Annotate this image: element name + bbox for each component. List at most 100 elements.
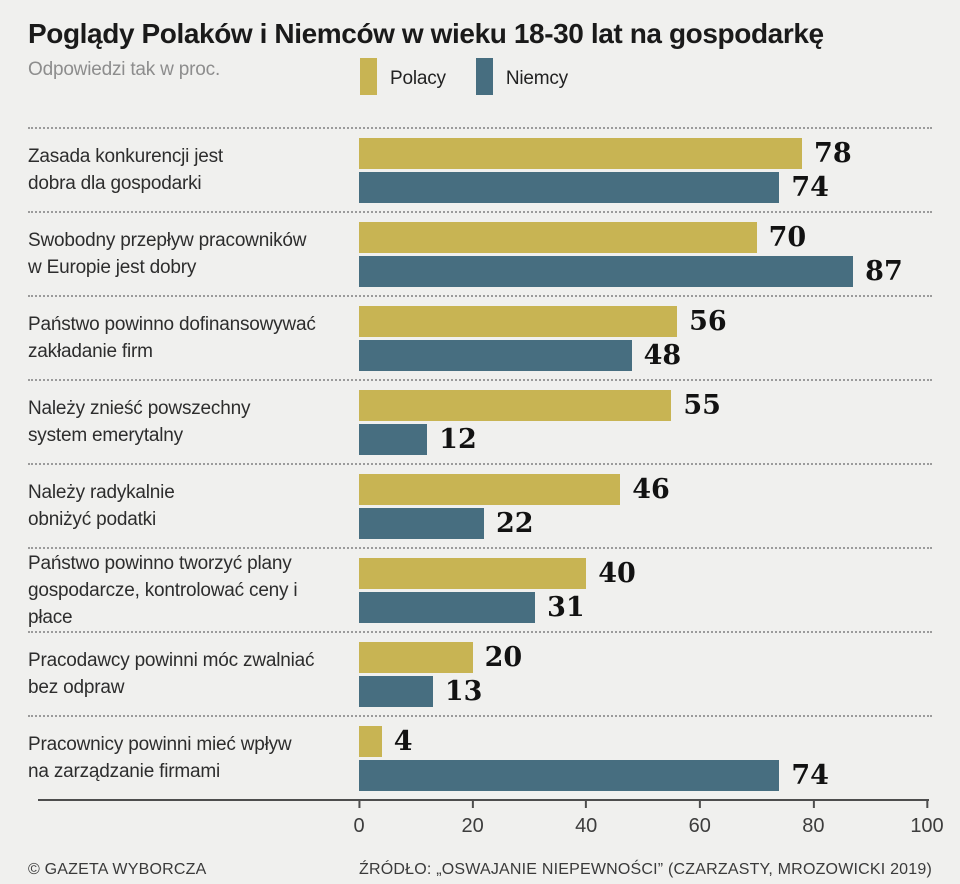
legend-swatch-icon xyxy=(360,58,377,95)
copyright-credit: © GAZETA WYBORCZA xyxy=(28,861,207,878)
x-axis-line xyxy=(38,799,929,801)
bar-line-niemcy: 22 xyxy=(359,507,927,539)
tick-label: 60 xyxy=(688,815,711,837)
legend-item-polacy: Polacy xyxy=(360,58,446,95)
table-row: Pracodawcy powinni móc zwalniać bez odpr… xyxy=(28,631,932,715)
bar-value-label: 87 xyxy=(865,255,903,287)
bar-chart-rows: Zasada konkurencji jest dobra dla gospod… xyxy=(28,127,932,799)
bar-group: 4 74 xyxy=(359,725,927,791)
bar-group: 55 12 xyxy=(359,389,927,455)
legend-swatch-icon xyxy=(475,58,493,95)
bar-niemcy xyxy=(359,423,428,455)
x-axis-tick: 60 xyxy=(689,801,711,838)
bar-polacy xyxy=(359,557,587,589)
source-credit: ŹRÓDŁO: „OSWAJANIE NIEPEWNOŚCI” (CZARZAS… xyxy=(359,861,932,878)
bar-niemcy xyxy=(359,759,780,791)
bar-line-polacy: 40 xyxy=(359,557,927,589)
tick-mark xyxy=(358,801,360,808)
x-axis-tick: 20 xyxy=(461,801,484,838)
category-label: Pracodawcy powinni móc zwalniać bez odpr… xyxy=(28,650,315,698)
bar-group: 20 13 xyxy=(359,641,927,707)
chart-footer: © GAZETA WYBORCZA ŹRÓDŁO: „OSWAJANIE NIE… xyxy=(28,861,932,879)
legend-item-niemcy: Niemcy xyxy=(475,58,568,95)
table-row: Zasada konkurencji jest dobra dla gospod… xyxy=(28,127,932,211)
tick-label: 0 xyxy=(353,815,365,837)
bar-line-polacy: 4 xyxy=(359,725,927,757)
bar-value-label: 55 xyxy=(683,389,721,421)
bar-polacy xyxy=(359,641,473,673)
bar-line-polacy: 70 xyxy=(359,221,927,253)
x-axis-tick: 100 xyxy=(910,801,944,838)
bar-value-label: 12 xyxy=(439,423,477,455)
table-row: Swobodny przepływ pracowników w Europie … xyxy=(28,211,932,295)
legend: Polacy Niemcy xyxy=(360,58,568,95)
bar-polacy xyxy=(359,137,803,169)
bar-niemcy xyxy=(359,171,780,203)
table-row: Pracownicy powinni mieć wpływ na zarządz… xyxy=(28,715,932,799)
bar-polacy xyxy=(359,305,678,337)
bar-line-niemcy: 13 xyxy=(359,675,927,707)
bar-group: 40 31 xyxy=(359,557,927,623)
x-axis-tick: 0 xyxy=(353,801,365,838)
bar-line-polacy: 56 xyxy=(359,305,927,337)
bar-value-label: 78 xyxy=(814,137,852,169)
bar-line-polacy: 55 xyxy=(359,389,927,421)
bar-group: 78 74 xyxy=(359,137,927,203)
tick-label: 20 xyxy=(461,815,484,837)
x-axis-ticks: 0 20 40 60 80 100 xyxy=(353,801,944,851)
bar-value-label: 74 xyxy=(791,759,829,791)
bar-value-label: 20 xyxy=(484,641,523,673)
category-label: Swobodny przepływ pracowników w Europie … xyxy=(28,230,307,278)
bar-polacy xyxy=(359,221,757,253)
bar-line-niemcy: 31 xyxy=(359,591,927,623)
category-label: Należy radykalnie obniżyć podatki xyxy=(28,482,175,530)
bar-group: 70 87 xyxy=(359,221,927,287)
legend-label: Polacy xyxy=(390,68,446,89)
table-row: Należy radykalnie obniżyć podatki 46 22 xyxy=(28,463,932,547)
bar-polacy xyxy=(359,725,382,757)
tick-label: 100 xyxy=(910,815,944,837)
x-axis-tick: 80 xyxy=(802,801,825,838)
bar-line-niemcy: 87 xyxy=(359,255,927,287)
bar-niemcy xyxy=(359,507,484,539)
tick-mark xyxy=(585,801,588,808)
bar-niemcy xyxy=(359,675,433,707)
bar-value-label: 13 xyxy=(444,675,483,707)
bar-value-label: 48 xyxy=(643,339,682,371)
bar-line-niemcy: 74 xyxy=(359,759,927,791)
bar-line-niemcy: 48 xyxy=(359,339,927,371)
bar-line-niemcy: 12 xyxy=(359,423,927,455)
legend-label: Niemcy xyxy=(505,68,568,89)
tick-mark xyxy=(471,801,474,808)
page-title: Poglądy Polaków i Niemców w wieku 18-30 … xyxy=(28,18,824,49)
tick-label: 80 xyxy=(802,815,825,837)
bar-line-polacy: 20 xyxy=(359,641,927,673)
table-row: Państwo powinno dofinansowywać zakładani… xyxy=(28,295,932,379)
bar-polacy xyxy=(359,389,672,421)
bar-niemcy xyxy=(359,339,632,371)
tick-mark xyxy=(926,801,928,808)
tick-mark xyxy=(698,801,701,808)
tick-label: 40 xyxy=(575,815,598,837)
bar-line-niemcy: 74 xyxy=(359,171,927,203)
bar-group: 56 48 xyxy=(359,305,927,371)
bar-niemcy xyxy=(359,591,536,623)
x-axis-tick: 40 xyxy=(575,801,597,838)
bar-value-label: 74 xyxy=(791,171,829,203)
chart-header: Poglądy Polaków i Niemców w wieku 18-30 … xyxy=(0,0,960,127)
tick-mark xyxy=(812,801,815,808)
table-row: Państwo powinno tworzyć plany gospodarcz… xyxy=(28,547,932,631)
bar-polacy xyxy=(359,473,621,505)
bar-line-polacy: 46 xyxy=(359,473,927,505)
bar-niemcy xyxy=(359,255,854,287)
category-label: Należy znieść powszechny system emerytal… xyxy=(28,398,251,446)
bar-value-label: 56 xyxy=(689,305,727,337)
x-axis: 0 20 40 60 80 100 xyxy=(28,799,944,851)
bar-value-label: 40 xyxy=(598,557,636,589)
bar-value-label: 4 xyxy=(393,725,413,757)
bar-group: 46 22 xyxy=(359,473,927,539)
bar-value-label: 46 xyxy=(632,473,670,505)
table-row: Należy znieść powszechny system emerytal… xyxy=(28,379,932,463)
bar-value-label: 22 xyxy=(495,507,534,539)
chart-subtitle: Odpowiedzi tak w proc. xyxy=(28,59,221,80)
